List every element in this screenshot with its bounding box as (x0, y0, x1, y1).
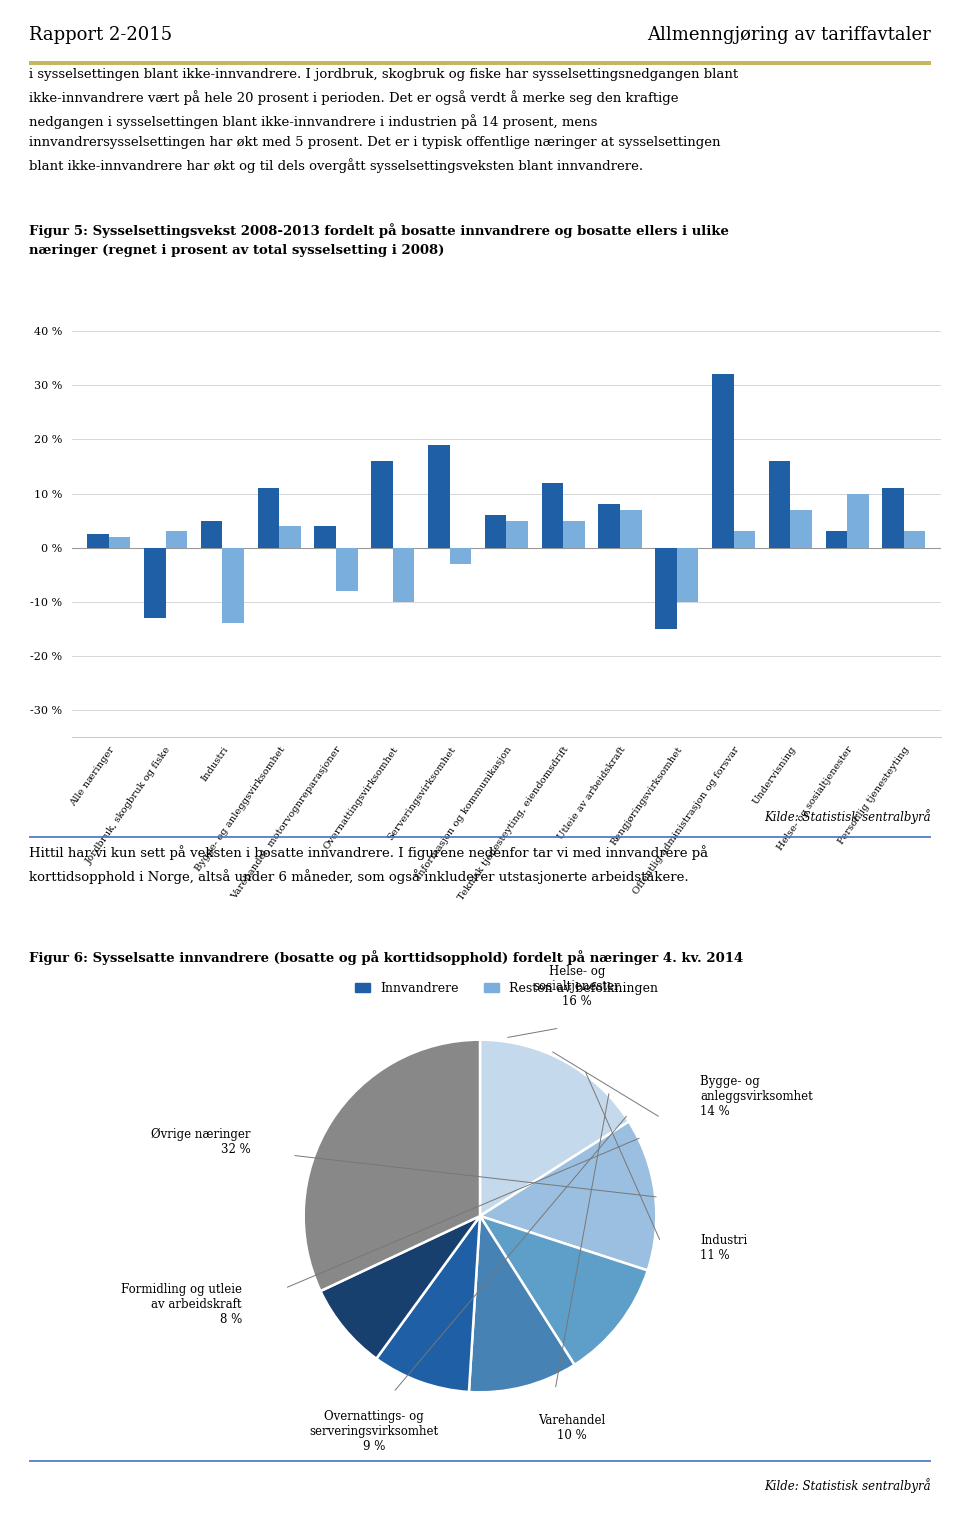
Bar (677, 547, 698, 602)
Bar (144, 547, 166, 619)
Bar (393, 547, 415, 602)
Text: Kilde: Statistisk sentralbyrå: Kilde: Statistisk sentralbyrå (764, 809, 931, 824)
Bar (733, 532, 756, 547)
Bar (790, 509, 812, 547)
Bar (564, 520, 585, 547)
Legend: Innvandrere, Resten av befolkningen: Innvandrere, Resten av befolkningen (350, 976, 662, 1000)
Wedge shape (468, 1216, 574, 1392)
Text: Bygge- og
anleggsvirksomhet
14 %: Bygge- og anleggsvirksomhet 14 % (701, 1075, 813, 1117)
Bar (108, 537, 131, 547)
Text: Overnattings- og
serveringsvirksomhet
9 %: Overnattings- og serveringsvirksomhet 9 … (310, 1409, 439, 1453)
Bar (315, 526, 336, 547)
Bar (598, 505, 620, 547)
Bar (882, 488, 904, 547)
Bar (655, 547, 677, 629)
Bar (257, 488, 279, 547)
Bar (507, 520, 528, 547)
Bar (904, 532, 925, 547)
Wedge shape (480, 1216, 648, 1365)
Bar (826, 532, 847, 547)
Bar (541, 483, 564, 547)
Text: Rapport 2-2015: Rapport 2-2015 (29, 26, 172, 44)
Text: Øvrige næringer
32 %: Øvrige næringer 32 % (152, 1128, 251, 1157)
Bar (336, 547, 358, 591)
Wedge shape (480, 1122, 657, 1271)
Text: Formidling og utleie
av arbeidskraft
8 %: Formidling og utleie av arbeidskraft 8 % (121, 1283, 242, 1325)
Text: Allmenngjøring av tariffavtaler: Allmenngjøring av tariffavtaler (647, 26, 931, 44)
Bar (712, 374, 733, 547)
Text: Figur 6: Sysselsatte innvandrere (bosatte og på korttidsopphold) fordelt på næri: Figur 6: Sysselsatte innvandrere (bosatt… (29, 950, 743, 965)
Text: Varehandel
10 %: Varehandel 10 % (538, 1414, 606, 1441)
Text: Kilde: Statistisk sentralbyrå: Kilde: Statistisk sentralbyrå (764, 1479, 931, 1493)
Text: i sysselsettingen blant ikke-innvandrere. I jordbruk, skogbruk og fiske har syss: i sysselsettingen blant ikke-innvandrere… (29, 68, 738, 173)
Bar (372, 461, 393, 547)
Bar (449, 547, 471, 564)
Wedge shape (321, 1216, 480, 1359)
Text: Helse- og
sosialtjenester
16 %: Helse- og sosialtjenester 16 % (534, 965, 620, 1008)
Text: Figur 5: Sysselsettingsvekst 2008-2013 fordelt på bosatte innvandrere og bosatte: Figur 5: Sysselsettingsvekst 2008-2013 f… (29, 223, 729, 257)
Bar (620, 509, 641, 547)
Bar (201, 520, 223, 547)
Bar (847, 494, 869, 547)
Bar (223, 547, 244, 623)
Bar (428, 445, 449, 547)
Bar (166, 532, 187, 547)
Bar (485, 515, 506, 547)
Wedge shape (303, 1040, 480, 1290)
Wedge shape (480, 1040, 629, 1216)
Bar (769, 461, 790, 547)
Bar (279, 526, 300, 547)
Text: Hittil har vi kun sett på veksten i bosatte innvandrere. I figurene nedenfor tar: Hittil har vi kun sett på veksten i bosa… (29, 845, 708, 883)
Text: Industri
11 %: Industri 11 % (701, 1234, 748, 1262)
Wedge shape (376, 1216, 480, 1392)
Bar (87, 534, 108, 547)
